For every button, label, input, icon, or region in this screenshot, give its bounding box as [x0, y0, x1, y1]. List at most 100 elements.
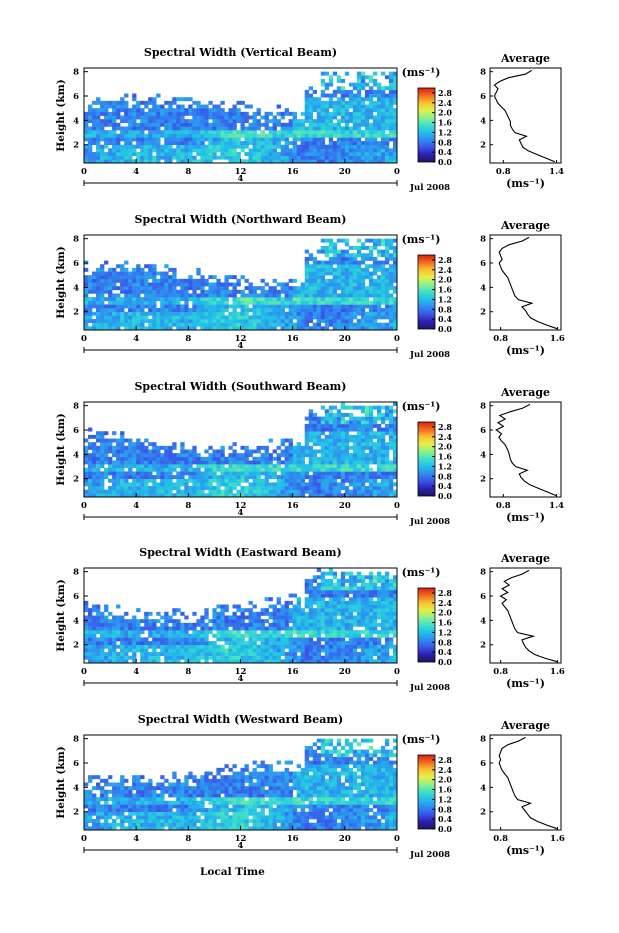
heatmap-cell — [305, 119, 309, 123]
heatmap-cell — [168, 134, 172, 138]
heatmap-cell — [309, 619, 313, 623]
heatmap-cell — [168, 105, 172, 109]
heatmap-cell — [160, 630, 164, 634]
heatmap-cell — [281, 626, 285, 630]
heatmap-cell — [108, 119, 112, 123]
heatmap-cell — [385, 156, 389, 160]
heatmap-cell — [168, 101, 172, 105]
heatmap-cell — [136, 308, 140, 312]
heatmap-cell — [257, 464, 261, 468]
heatmap-cell — [361, 148, 365, 152]
heatmap-cell — [120, 490, 124, 494]
heatmap-cell — [160, 652, 164, 656]
heatmap-cell — [180, 112, 184, 116]
heatmap-cell — [321, 406, 325, 410]
heatmap-cell — [353, 152, 357, 156]
heatmap-cell — [341, 293, 345, 297]
heatmap-cell — [345, 442, 349, 446]
heatmap-cell — [317, 112, 321, 116]
heatmap-cell — [96, 457, 100, 461]
heatmap-cell — [232, 283, 236, 287]
heatmap-cell — [365, 257, 369, 261]
heatmap-cell — [184, 464, 188, 468]
heatmap-cell — [200, 293, 204, 297]
heatmap-cell — [365, 634, 369, 638]
heatmap-cell — [224, 283, 228, 287]
heatmap-cell — [192, 145, 196, 149]
heatmap-cell — [136, 446, 140, 450]
heatmap-cell — [148, 656, 152, 660]
heatmap-cell — [216, 137, 220, 141]
heatmap-cell — [208, 619, 212, 623]
heatmap-cell — [337, 108, 341, 112]
heatmap-cell — [293, 304, 297, 308]
heatmap-cell — [128, 626, 132, 630]
heatmap-cell — [337, 645, 341, 649]
heatmap-cell — [212, 450, 216, 454]
heatmap-cell — [216, 656, 220, 660]
heatmap-cell — [281, 645, 285, 649]
heatmap-cell — [313, 275, 317, 279]
heatmap-cell — [353, 435, 357, 439]
heatmap-cell — [241, 134, 245, 138]
heatmap-cell — [345, 641, 349, 645]
heatmap-cell — [132, 123, 136, 127]
heatmap-cell — [140, 116, 144, 120]
heatmap-cell — [212, 652, 216, 656]
heatmap-cell — [381, 97, 385, 101]
heatmap-cell — [365, 304, 369, 308]
heatmap-cell — [132, 297, 136, 301]
heatmap-cell — [220, 315, 224, 319]
heatmap-cell — [192, 304, 196, 308]
heatmap-cell — [164, 275, 168, 279]
heatmap-cell — [88, 301, 92, 305]
heatmap-cell — [136, 471, 140, 475]
heatmap-cell — [305, 148, 309, 152]
heatmap-cell — [100, 323, 104, 327]
heatmap-cell — [180, 648, 184, 652]
heatmap-cell — [236, 145, 240, 149]
heatmap-cell — [164, 156, 168, 160]
heatmap-cell — [369, 439, 373, 443]
heatmap-cell — [220, 482, 224, 486]
heatmap-cell — [164, 626, 168, 630]
heatmap-cell — [337, 268, 341, 272]
heatmap-cell — [389, 312, 393, 316]
heatmap-cell — [212, 283, 216, 287]
heatmap-cell — [84, 630, 88, 634]
heatmap-cell — [176, 471, 180, 475]
heatmap-cell — [104, 123, 108, 127]
heatmap-cell — [285, 290, 289, 294]
heatmap-cell — [245, 134, 249, 138]
heatmap-cell — [297, 290, 301, 294]
heatmap-cell — [241, 293, 245, 297]
heatmap-cell — [253, 152, 257, 156]
heatmap-cell — [385, 145, 389, 149]
heatmap-cell — [124, 312, 128, 316]
heatmap-cell — [180, 645, 184, 649]
heatmap-cell — [257, 304, 261, 308]
heatmap-cell — [96, 112, 100, 116]
heatmap-cell — [232, 468, 236, 472]
heatmap-cell — [249, 286, 253, 290]
heatmap-cell — [92, 283, 96, 287]
heatmap-cell — [301, 490, 305, 494]
heatmap-cell — [128, 450, 132, 454]
heatmap-cell — [333, 134, 337, 138]
heatmap-cell — [333, 290, 337, 294]
heatmap-cell — [349, 101, 353, 105]
heatmap-cell — [236, 482, 240, 486]
heatmap-cell — [289, 453, 293, 457]
heatmap-cell — [261, 152, 265, 156]
heatmap-cell — [84, 312, 88, 316]
heatmap-cell — [373, 72, 377, 76]
heatmap-cell — [164, 134, 168, 138]
x-tick-label: 8 — [185, 501, 191, 511]
heatmap-cell — [88, 490, 92, 494]
heatmap-cell — [132, 619, 136, 623]
heatmap-cell — [124, 126, 128, 130]
heatmap-cell — [192, 119, 196, 123]
heatmap-cell — [216, 634, 220, 638]
heatmap-cell — [184, 152, 188, 156]
heatmap-cell — [120, 126, 124, 130]
